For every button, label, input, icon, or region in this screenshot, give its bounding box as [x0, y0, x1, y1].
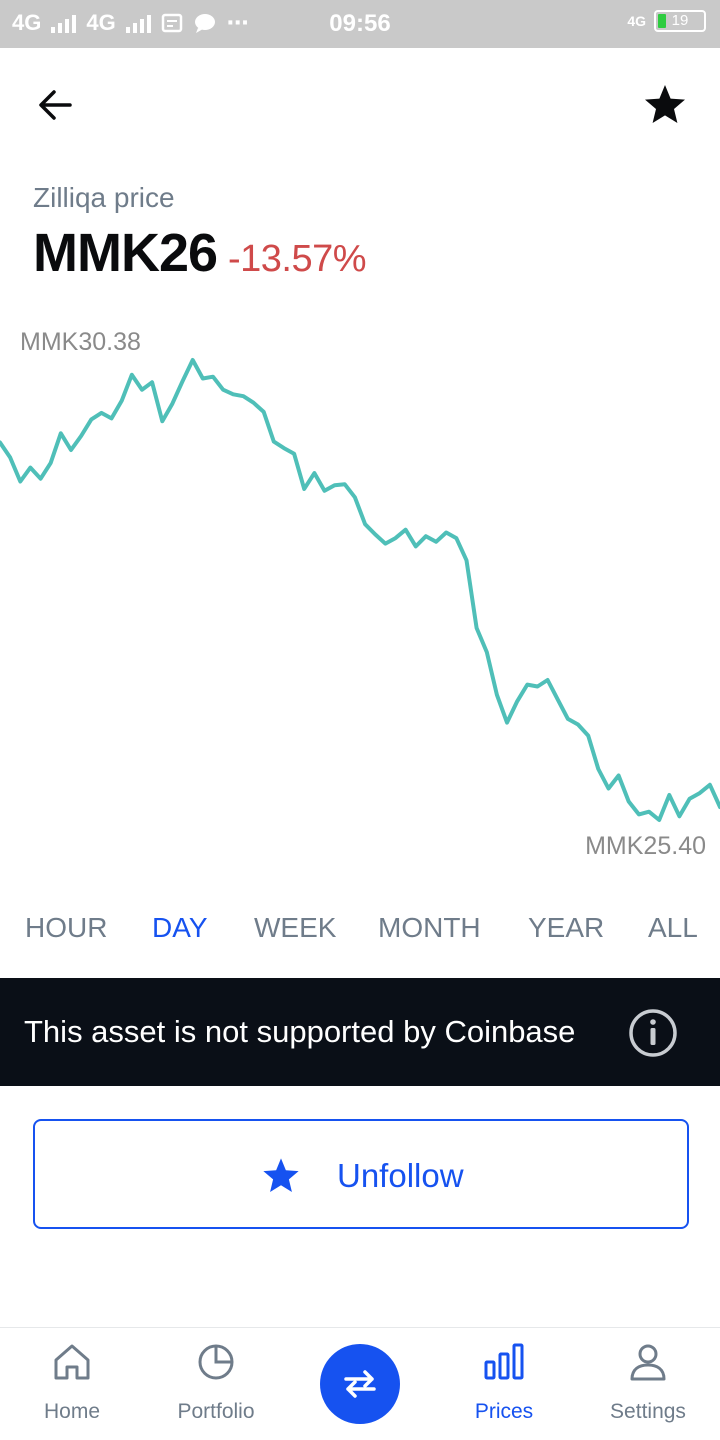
favorite-button[interactable]: [640, 80, 690, 130]
banner-text: This asset is not supported by Coinbase: [24, 1014, 576, 1049]
trade-button[interactable]: [320, 1344, 400, 1424]
nav-settings-label: Settings: [610, 1400, 686, 1423]
price-chart[interactable]: [0, 355, 720, 825]
battery-icon: 19: [654, 10, 706, 32]
battery-level: 19: [671, 12, 689, 29]
range-tabs: HOUR DAY WEEK MONTH YEAR ALL: [0, 912, 720, 952]
status-left: 4G 4G ⋯: [12, 10, 249, 36]
message-icon: [194, 14, 215, 33]
range-tab-all[interactable]: ALL: [648, 912, 698, 943]
battery-fill: [658, 14, 666, 28]
asset-price: MMK26: [33, 223, 218, 283]
nav-prices[interactable]: Prices: [444, 1328, 564, 1440]
more-icon: ⋯: [226, 10, 249, 35]
home-icon: [54, 1344, 90, 1380]
unsupported-banner: This asset is not supported by Coinbase: [0, 978, 720, 1086]
star-icon: [645, 85, 685, 123]
notification-icon: [161, 13, 182, 33]
nav-home[interactable]: Home: [12, 1328, 132, 1440]
nav-portfolio[interactable]: Portfolio: [156, 1328, 276, 1440]
nav-portfolio-label: Portfolio: [177, 1400, 255, 1423]
range-tab-year[interactable]: YEAR: [528, 912, 605, 943]
network-label-3: 4G: [627, 13, 646, 29]
price-line: [0, 358, 720, 822]
back-button[interactable]: [30, 80, 80, 130]
nav-settings[interactable]: Settings: [588, 1328, 708, 1440]
status-right: 4G 19: [627, 10, 706, 32]
price-change: -13.57%: [228, 238, 367, 280]
signal-icon-2: [125, 13, 151, 33]
status-time: 09:56: [329, 10, 391, 37]
network-label-2: 4G: [86, 10, 116, 35]
pie-chart-icon: [198, 1344, 234, 1380]
asset-label: Zilliqa price: [33, 182, 175, 213]
chart-low-label: MMK25.40: [585, 832, 706, 860]
signal-icon: [51, 13, 77, 33]
range-tab-day[interactable]: DAY: [152, 912, 208, 943]
nav-home-label: Home: [43, 1400, 101, 1423]
unfollow-button[interactable]: Unfollow: [33, 1119, 689, 1229]
chart-high-label: MMK30.38: [20, 328, 141, 356]
bar-chart-icon: [484, 1343, 524, 1380]
nav-prices-label: Prices: [474, 1400, 534, 1423]
range-tab-week[interactable]: WEEK: [254, 912, 337, 943]
swap-arrows-icon: [344, 1370, 376, 1398]
range-tab-hour[interactable]: HOUR: [25, 912, 108, 943]
info-icon[interactable]: [628, 1008, 678, 1058]
arrow-left-icon: [39, 90, 72, 120]
unfollow-label: Unfollow: [337, 1157, 464, 1194]
star-icon: [263, 1158, 299, 1192]
status-bar: 4G 4G ⋯ 09:56 4G 19: [0, 0, 720, 48]
network-label-1: 4G: [12, 10, 42, 35]
range-tab-month[interactable]: MONTH: [378, 912, 481, 943]
person-icon: [630, 1344, 666, 1381]
